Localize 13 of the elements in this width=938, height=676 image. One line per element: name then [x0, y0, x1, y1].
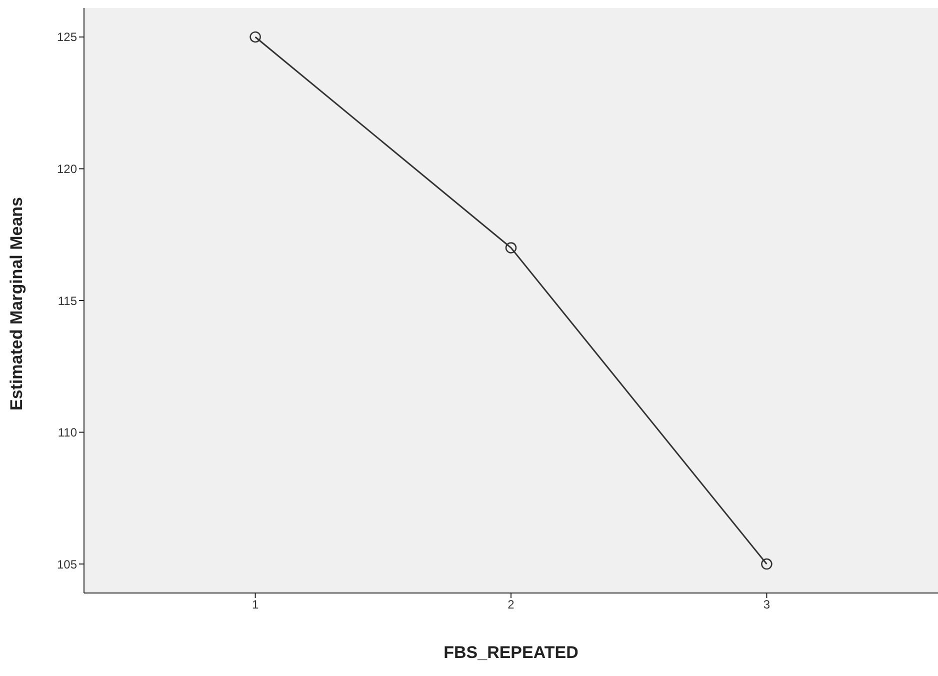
y-tick-label: 125: [56, 30, 78, 44]
y-axis-title: Estimated Marginal Means: [7, 196, 26, 410]
point: [505, 242, 517, 254]
x-tick-label: 2: [508, 598, 515, 612]
y-tick-label: 120: [56, 162, 78, 176]
x-axis-title: FBS_REPEATED: [444, 643, 578, 662]
y-tick-label: 105: [56, 557, 78, 572]
x-tick-label: 1: [252, 598, 259, 612]
x-tick-label: 3: [763, 598, 770, 612]
y-tick-label: 110: [58, 426, 78, 440]
point: [250, 31, 261, 43]
y-tick-label: 115: [58, 294, 78, 308]
point: [761, 558, 772, 570]
